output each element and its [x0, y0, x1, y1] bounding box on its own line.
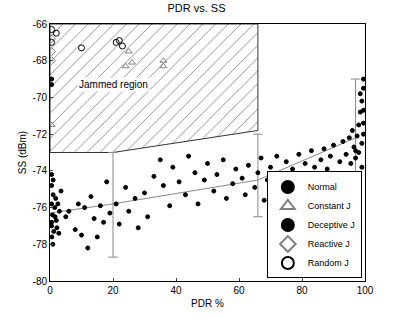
svg-text:0: 0 — [47, 285, 53, 296]
svg-text:Deceptive J: Deceptive J — [308, 220, 355, 230]
svg-text:Reactive J: Reactive J — [308, 239, 350, 249]
svg-text:60: 60 — [233, 285, 245, 296]
svg-text:PDR %: PDR % — [191, 298, 224, 309]
svg-text:-68: -68 — [33, 55, 48, 66]
svg-text:-70: -70 — [33, 92, 48, 103]
svg-text:-76: -76 — [33, 202, 48, 213]
svg-text:-78: -78 — [33, 239, 48, 250]
svg-text:Random J: Random J — [308, 258, 349, 268]
svg-text:20: 20 — [107, 285, 119, 296]
svg-text:Constant J: Constant J — [308, 201, 351, 211]
svg-text:80: 80 — [296, 285, 308, 296]
svg-text:-72: -72 — [33, 129, 48, 140]
svg-text:SS (dBm): SS (dBm) — [17, 131, 28, 174]
svg-text:Normal: Normal — [308, 182, 337, 192]
svg-text:PDR vs. SS: PDR vs. SS — [167, 2, 225, 14]
svg-text:-66: -66 — [33, 19, 48, 30]
svg-text:Jammed region: Jammed region — [79, 79, 148, 90]
svg-text:-80: -80 — [33, 276, 48, 287]
svg-text:-74: -74 — [33, 165, 48, 176]
svg-text:40: 40 — [170, 285, 182, 296]
svg-text:100: 100 — [357, 285, 374, 296]
